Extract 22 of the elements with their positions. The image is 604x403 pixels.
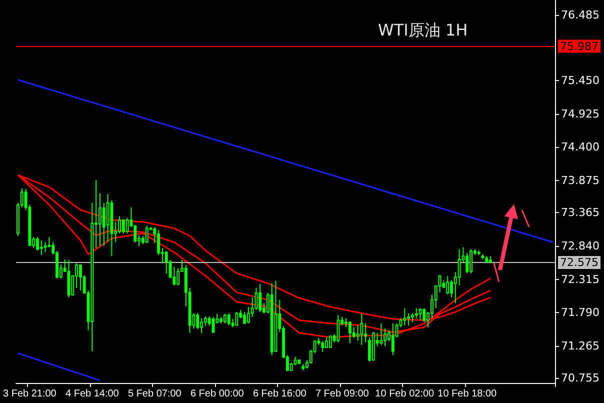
x-tick-label: 4 Feb 14:00 <box>65 388 120 400</box>
y-tick-label: 74.400 <box>561 140 600 154</box>
x-tick-label: 6 Feb 16:00 <box>252 388 307 400</box>
x-tick-label: 5 Feb 07:00 <box>128 388 182 400</box>
y-tick-label: 71.790 <box>561 306 600 320</box>
y-tick-label: 75.450 <box>561 74 600 88</box>
ref-line-label: 72.575 <box>560 256 598 270</box>
y-tick-label: 71.265 <box>561 339 600 352</box>
y-tick-label: 73.875 <box>561 174 600 187</box>
y-tick-label: 72.315 <box>561 272 600 286</box>
y-tick-label: 70.755 <box>561 372 600 385</box>
y-tick-label: 72.840 <box>561 240 600 253</box>
x-tick-label: 10 Feb 18:00 <box>438 388 498 400</box>
text: WTI原油 1H <box>378 20 468 40</box>
y-tick-label: 74.925 <box>561 107 600 120</box>
x-tick-label: 7 Feb 09:00 <box>315 388 370 400</box>
x-tick-label: 3 Feb 21:00 <box>3 388 57 400</box>
ref-line-label: 75.987 <box>560 40 598 53</box>
x-tick-label: 6 Feb 00:00 <box>190 388 244 400</box>
x-tick-label: 10 Feb 02:00 <box>375 388 435 400</box>
y-tick-label: 76.485 <box>561 8 600 22</box>
y-tick-label: 73.365 <box>561 206 600 220</box>
